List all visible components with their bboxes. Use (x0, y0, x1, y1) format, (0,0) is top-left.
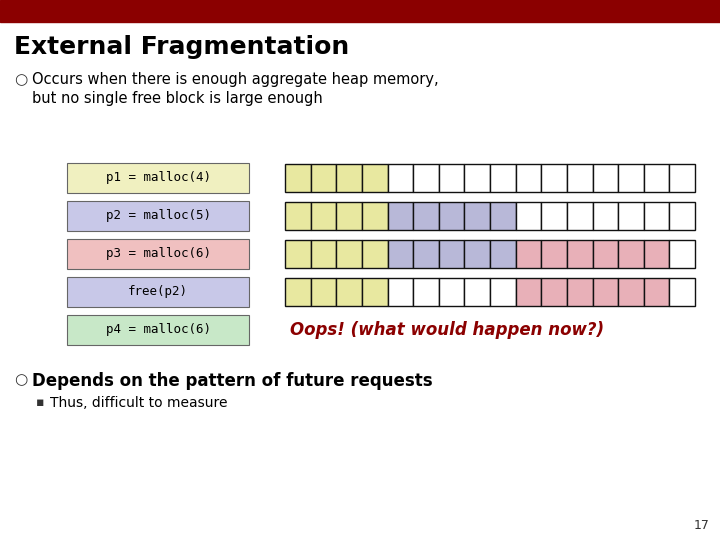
FancyBboxPatch shape (67, 315, 249, 345)
Bar (644, 202, 670, 230)
Bar (593, 164, 618, 192)
Bar (567, 240, 593, 268)
Bar (516, 240, 541, 268)
Bar (413, 278, 438, 306)
Bar (670, 240, 695, 268)
Bar (464, 202, 490, 230)
Text: p1 = malloc(4): p1 = malloc(4) (106, 172, 210, 185)
Bar (516, 202, 541, 230)
Bar (670, 202, 695, 230)
Bar (567, 202, 593, 230)
Bar (593, 240, 618, 268)
Bar (285, 278, 310, 306)
Bar (541, 240, 567, 268)
Bar (490, 164, 516, 192)
Bar (516, 164, 541, 192)
Text: free(p2): free(p2) (128, 286, 188, 299)
Text: Oops! (what would happen now?): Oops! (what would happen now?) (290, 321, 604, 339)
Bar (618, 240, 644, 268)
Text: ▪: ▪ (36, 396, 45, 409)
Text: ○: ○ (14, 372, 27, 387)
FancyBboxPatch shape (67, 239, 249, 269)
FancyBboxPatch shape (67, 201, 249, 231)
Bar (490, 202, 516, 230)
Text: Occurs when there is enough aggregate heap memory,: Occurs when there is enough aggregate he… (32, 72, 438, 87)
Bar (362, 164, 387, 192)
Text: 17: 17 (694, 519, 710, 532)
Text: Thus, difficult to measure: Thus, difficult to measure (50, 396, 228, 410)
Bar (413, 202, 438, 230)
Bar (567, 278, 593, 306)
Bar (516, 278, 541, 306)
Bar (413, 164, 438, 192)
Bar (567, 164, 593, 192)
Text: External Fragmentation: External Fragmentation (14, 35, 349, 59)
Bar (387, 202, 413, 230)
Bar (644, 278, 670, 306)
Bar (618, 202, 644, 230)
Bar (362, 278, 387, 306)
Bar (310, 202, 336, 230)
Bar (464, 240, 490, 268)
Bar (387, 240, 413, 268)
Bar (0, 0, 720, 22)
Bar (310, 164, 336, 192)
Bar (362, 202, 387, 230)
Bar (541, 202, 567, 230)
Bar (336, 240, 362, 268)
Bar (310, 278, 336, 306)
Bar (541, 164, 567, 192)
Bar (336, 164, 362, 192)
Bar (387, 278, 413, 306)
Bar (464, 278, 490, 306)
Bar (644, 240, 670, 268)
Text: ○: ○ (14, 72, 27, 87)
Bar (438, 278, 464, 306)
Bar (387, 164, 413, 192)
Bar (413, 240, 438, 268)
Bar (618, 164, 644, 192)
Bar (438, 202, 464, 230)
Bar (490, 240, 516, 268)
Bar (285, 202, 310, 230)
Bar (362, 240, 387, 268)
Bar (285, 164, 310, 192)
Bar (644, 164, 670, 192)
Bar (593, 278, 618, 306)
Bar (438, 240, 464, 268)
FancyBboxPatch shape (67, 163, 249, 193)
Bar (541, 278, 567, 306)
Text: p4 = malloc(6): p4 = malloc(6) (106, 323, 210, 336)
Bar (310, 240, 336, 268)
FancyBboxPatch shape (67, 277, 249, 307)
Text: Depends on the pattern of future requests: Depends on the pattern of future request… (32, 372, 433, 390)
Bar (618, 278, 644, 306)
Bar (670, 278, 695, 306)
Bar (593, 202, 618, 230)
Bar (464, 164, 490, 192)
Bar (670, 164, 695, 192)
Text: but no single free block is large enough: but no single free block is large enough (32, 91, 323, 106)
Text: p3 = malloc(6): p3 = malloc(6) (106, 247, 210, 260)
Bar (285, 240, 310, 268)
Text: p2 = malloc(5): p2 = malloc(5) (106, 210, 210, 222)
Bar (490, 278, 516, 306)
Bar (438, 164, 464, 192)
Bar (336, 202, 362, 230)
Bar (336, 278, 362, 306)
